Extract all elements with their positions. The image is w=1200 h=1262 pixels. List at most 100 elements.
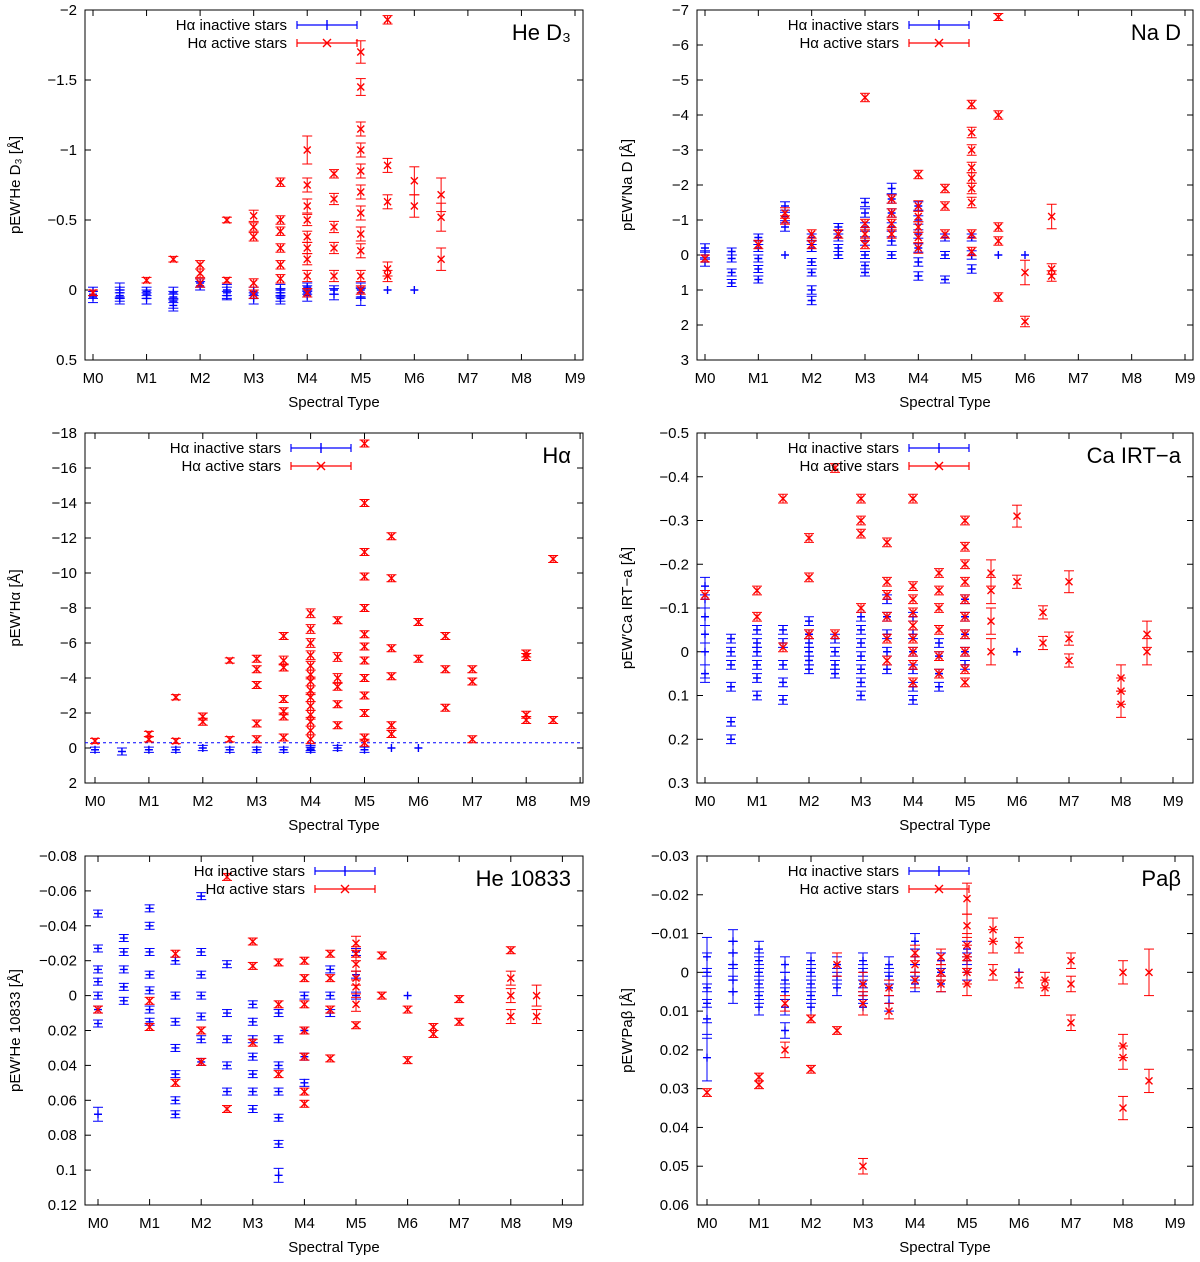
cross-marker: [333, 682, 342, 691]
data-point: [197, 717, 208, 726]
x-tick-label: M3: [851, 793, 872, 810]
cross-marker: [225, 735, 234, 744]
plus-marker: [753, 647, 761, 656]
y-tick-label: 0.08: [48, 1127, 77, 1144]
data-point: [700, 607, 710, 626]
cross-marker: [883, 538, 891, 547]
data-point: [778, 695, 788, 705]
x-tick-label: M6: [1015, 370, 1036, 387]
data-point: [409, 166, 420, 196]
plus-marker: [410, 286, 419, 294]
plus-marker: [729, 987, 737, 996]
cross-marker: [887, 219, 896, 228]
plus-marker: [94, 1019, 102, 1028]
y-tick-label: −4: [60, 670, 77, 687]
panel-title: Paβ: [1141, 866, 1181, 891]
data-point: [251, 735, 262, 744]
cross-marker: [961, 630, 969, 639]
data-point: [332, 673, 343, 683]
plus-marker: [119, 996, 128, 1005]
plus-marker: [727, 634, 735, 643]
cross-marker: [89, 288, 97, 297]
plot-frame: [84, 855, 584, 1206]
data-point: [753, 275, 764, 284]
data-point: [302, 269, 313, 283]
y-tick-label: 0.06: [48, 1092, 77, 1109]
plus-marker: [145, 921, 154, 930]
plus-marker: [753, 674, 761, 682]
data-point: [144, 1023, 155, 1032]
data-point: [196, 892, 207, 901]
cross-marker: [330, 195, 338, 203]
plus-marker: [755, 945, 763, 954]
plus-marker: [171, 1017, 180, 1026]
cross-marker: [330, 272, 338, 280]
y-tick-label: −0.03: [651, 848, 689, 865]
cross-marker: [1065, 634, 1073, 643]
x-tick-label: M8: [500, 1215, 521, 1232]
data-point: [856, 493, 866, 504]
data-point: [1064, 653, 1074, 668]
cross-marker: [911, 960, 919, 969]
data-point: [325, 974, 336, 983]
data-point: [170, 1078, 181, 1087]
data-point: [222, 1105, 232, 1114]
cross-marker: [805, 630, 813, 639]
data-point: [247, 1000, 258, 1009]
data-point: [860, 197, 870, 208]
data-point: [806, 1014, 816, 1024]
plus-marker: [171, 745, 180, 754]
data-point: [860, 229, 870, 239]
cross-marker: [1039, 639, 1047, 647]
cross-marker: [383, 265, 392, 273]
data-point: [832, 979, 842, 997]
plus-marker: [807, 1003, 815, 1012]
data-point: [726, 633, 736, 644]
cross-marker: [326, 974, 335, 983]
plus-marker: [274, 1171, 283, 1180]
data-point: [332, 700, 343, 709]
data-point: [299, 1087, 310, 1096]
cross-marker: [885, 1007, 893, 1016]
plus-marker: [119, 982, 128, 991]
plot-frame: [696, 855, 1194, 1206]
plus-marker: [91, 745, 99, 754]
cross-marker: [274, 1070, 283, 1079]
data-point: [860, 268, 870, 277]
data-point: [1066, 952, 1076, 969]
data-point: [332, 682, 343, 691]
data-point: [414, 744, 423, 752]
series-inactive: [90, 744, 423, 756]
data-point: [936, 975, 946, 993]
cross-marker: [1067, 956, 1075, 965]
cross-marker: [403, 1056, 412, 1065]
panel-title: Na D: [1131, 20, 1181, 45]
cross-marker: [360, 709, 369, 717]
cross-marker: [1013, 512, 1021, 521]
x-tick-label: M5: [957, 1215, 978, 1232]
y-tick-label: 0.02: [660, 1042, 689, 1059]
cross-marker: [248, 961, 257, 970]
data-point: [966, 172, 977, 184]
cross-marker: [300, 974, 309, 983]
data-point: [299, 1099, 310, 1108]
cross-marker: [306, 639, 315, 647]
cross-marker: [252, 654, 261, 663]
data-point: [884, 1002, 894, 1020]
plus-marker: [857, 691, 865, 700]
cross-marker: [223, 872, 231, 881]
plus-marker: [807, 979, 815, 988]
y-tick-label: −10: [52, 565, 77, 582]
data-point: [383, 286, 392, 294]
cross-marker: [468, 665, 477, 674]
cross-marker: [279, 632, 288, 640]
cross-marker: [935, 652, 943, 661]
cross-marker: [300, 956, 309, 965]
x-tick-label: M8: [516, 793, 537, 810]
plus-marker: [831, 669, 839, 678]
data-point: [93, 909, 103, 918]
data-point: [88, 288, 98, 297]
cross-marker: [1041, 983, 1049, 992]
